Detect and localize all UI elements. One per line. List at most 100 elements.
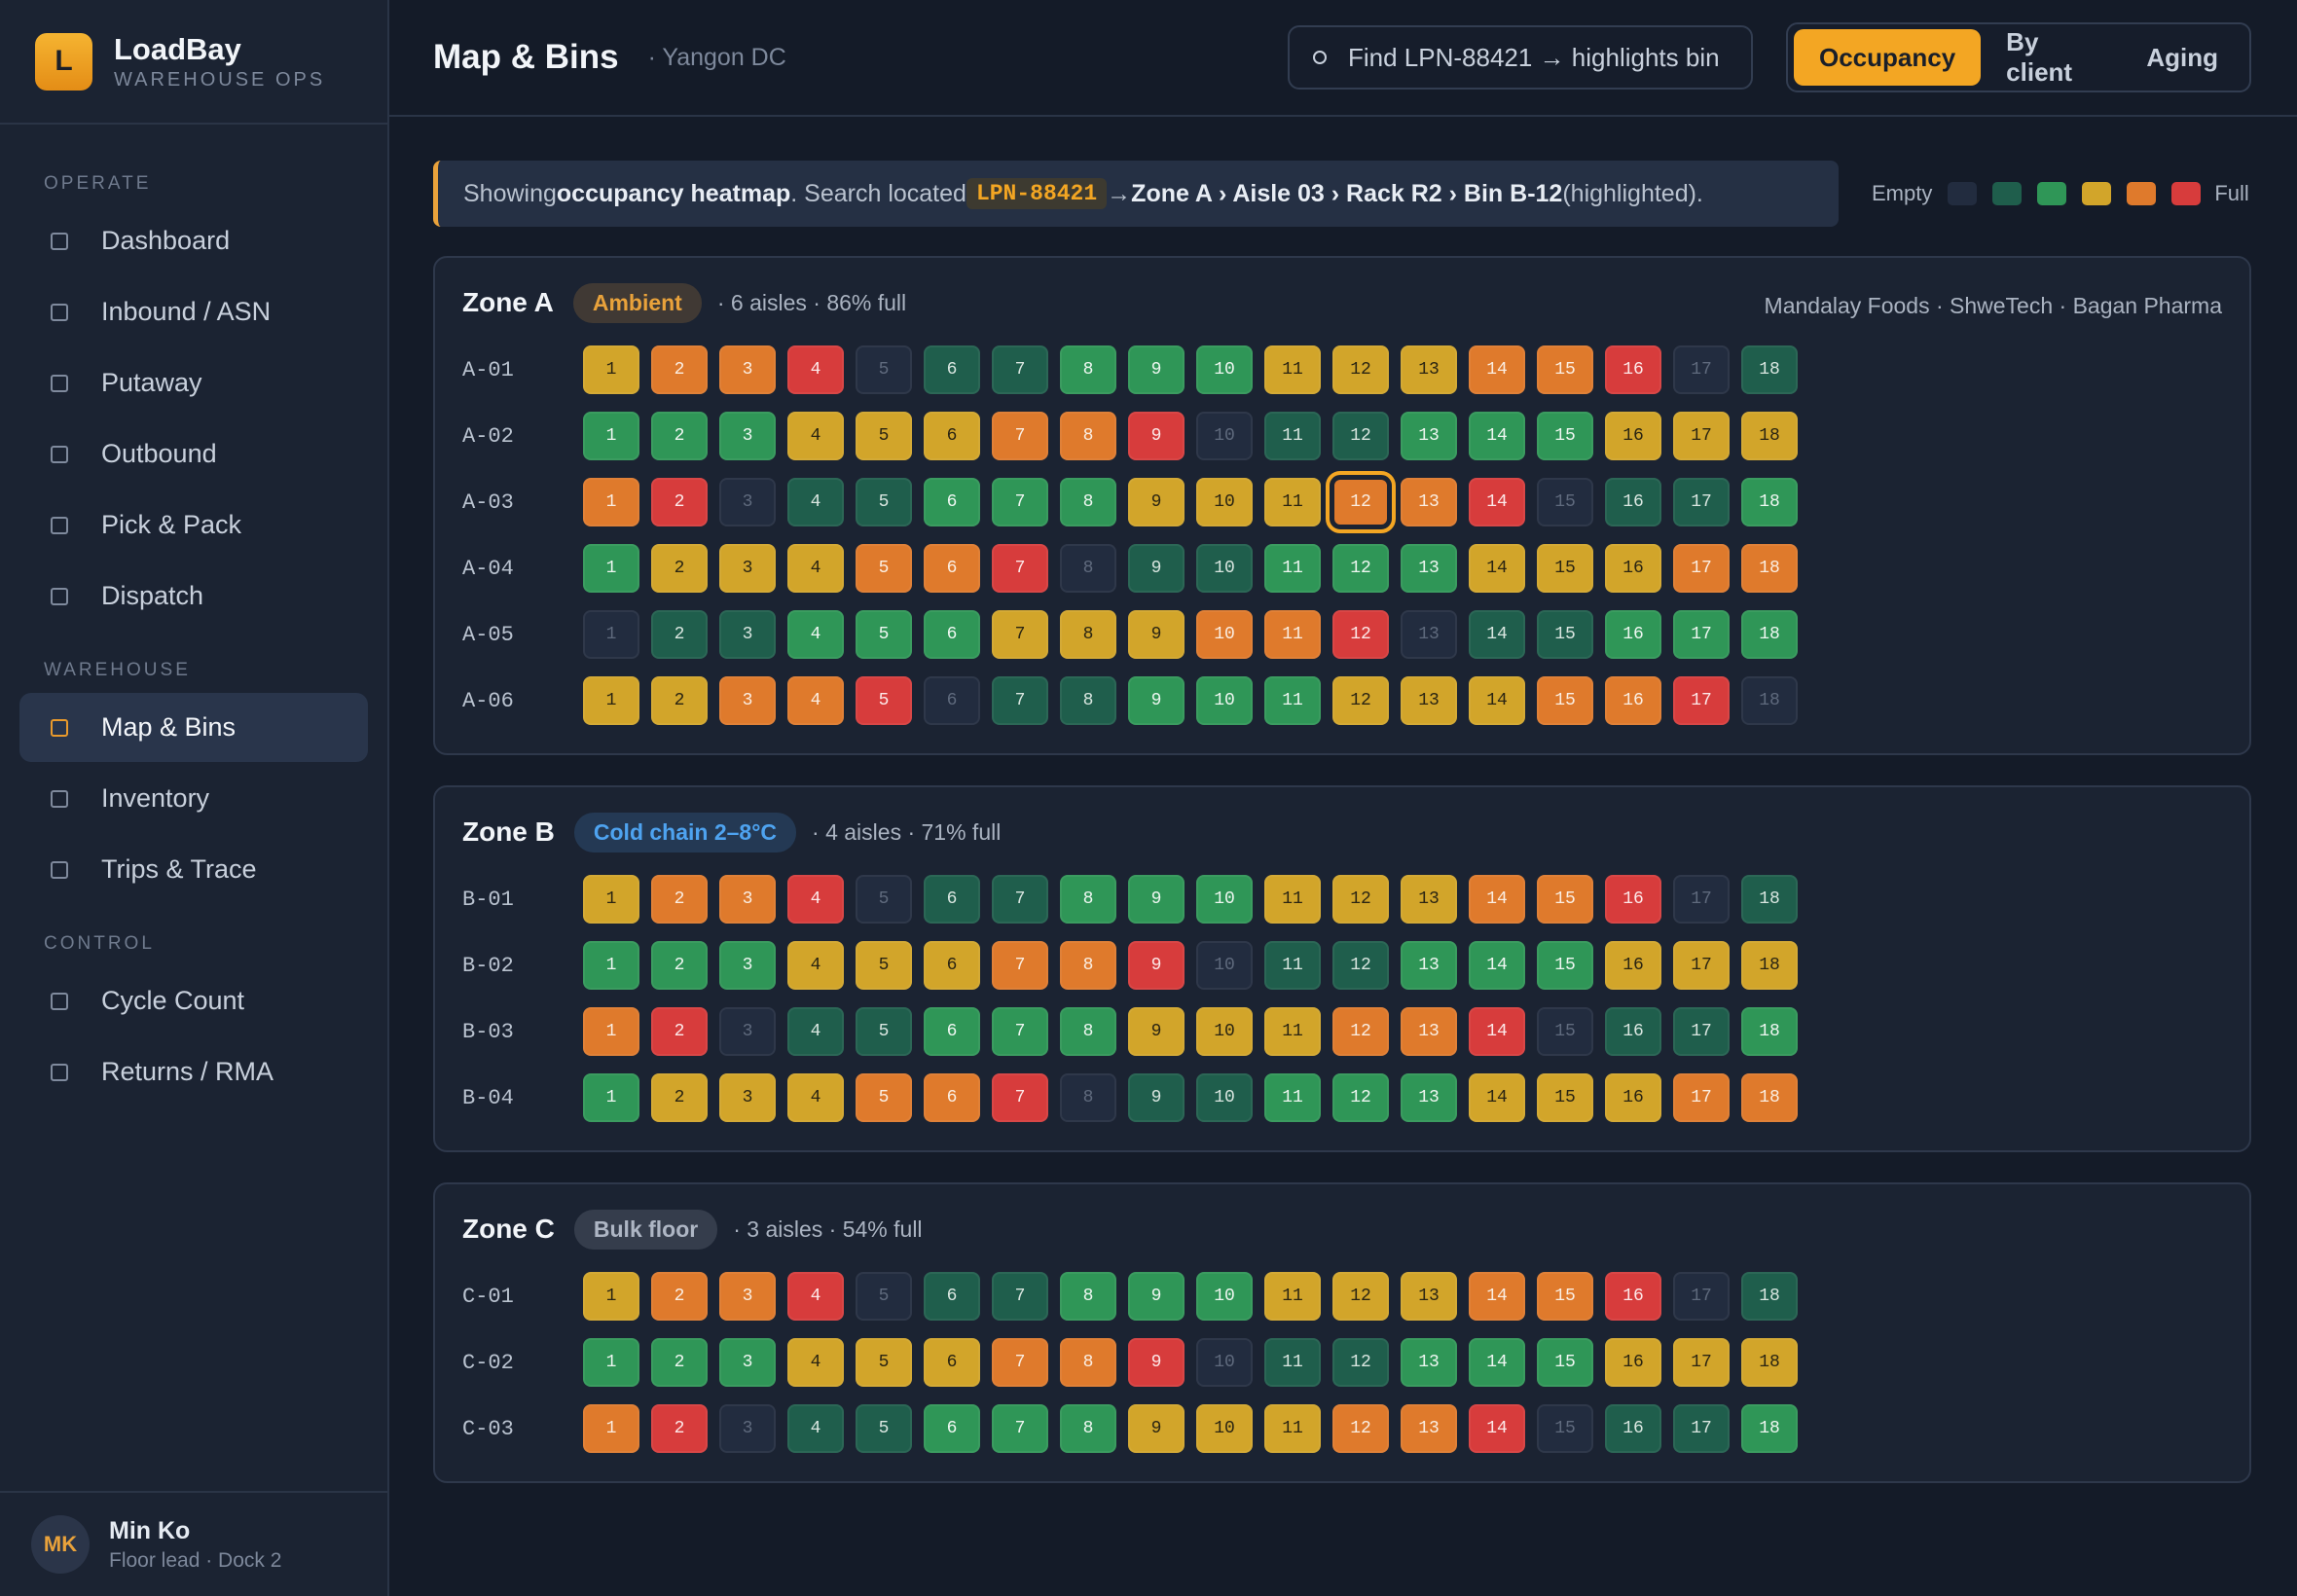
bin[interactable]: 17 [1673,478,1730,526]
bin[interactable]: 14 [1469,478,1525,526]
bin[interactable]: 4 [787,478,844,526]
bin[interactable]: 1 [583,1404,639,1453]
bin[interactable]: 9 [1128,610,1185,659]
bin[interactable]: 4 [787,676,844,725]
bin[interactable]: 15 [1537,875,1593,924]
bin[interactable]: 4 [787,1272,844,1321]
bin[interactable]: 5 [856,412,912,460]
bin[interactable]: 18 [1741,676,1798,725]
bin[interactable]: 9 [1128,1272,1185,1321]
bin[interactable]: 15 [1537,544,1593,593]
bin[interactable]: 8 [1060,412,1116,460]
logo[interactable]: L [35,32,92,91]
bin[interactable]: 10 [1196,345,1253,394]
bin[interactable]: 18 [1741,1073,1798,1122]
bin[interactable]: 7 [992,1272,1048,1321]
bin[interactable]: 7 [992,1338,1048,1387]
bin[interactable]: 7 [992,478,1048,526]
bin[interactable]: 17 [1673,412,1730,460]
nav-item[interactable]: Dashboard [19,206,368,275]
bin[interactable]: 10 [1196,1073,1253,1122]
bin[interactable]: 15 [1537,1272,1593,1321]
bin[interactable]: 3 [719,941,776,990]
bin[interactable]: 15 [1537,941,1593,990]
bin[interactable]: 2 [651,1272,708,1321]
bin[interactable]: 3 [719,544,776,593]
bin[interactable]: 16 [1605,544,1661,593]
bin[interactable]: 9 [1128,412,1185,460]
bin[interactable]: 16 [1605,875,1661,924]
bin[interactable]: 12 [1332,1338,1389,1387]
bin[interactable]: 2 [651,875,708,924]
bin[interactable]: 10 [1196,544,1253,593]
bin[interactable]: 13 [1401,478,1457,526]
bin[interactable]: 5 [856,1272,912,1321]
bin[interactable]: 6 [924,478,980,526]
bin[interactable]: 4 [787,412,844,460]
bin[interactable]: 3 [719,610,776,659]
bin[interactable]: 18 [1741,544,1798,593]
nav-item[interactable]: Pick & Pack [19,490,368,560]
bin[interactable]: 6 [924,1007,980,1056]
bin[interactable]: 3 [719,1007,776,1056]
bin[interactable]: 12 [1332,1073,1389,1122]
bin[interactable]: 9 [1128,941,1185,990]
bin[interactable]: 13 [1401,1073,1457,1122]
bin[interactable]: 15 [1537,478,1593,526]
search[interactable]: Find LPN-88421 → highlights bin [1288,25,1753,90]
bin[interactable]: 18 [1741,345,1798,394]
view-tab[interactable]: Aging [2146,42,2218,72]
bin[interactable]: 12 [1332,1404,1389,1453]
bin[interactable]: 14 [1469,1338,1525,1387]
bin[interactable]: 11 [1264,1007,1321,1056]
nav-item[interactable]: Cycle Count [19,966,368,1035]
bin[interactable]: 13 [1401,345,1457,394]
bin[interactable]: 10 [1196,1338,1253,1387]
bin[interactable]: 17 [1673,676,1730,725]
bin[interactable]: 13 [1401,1338,1457,1387]
bin[interactable]: 12 [1332,412,1389,460]
bin[interactable]: 12 [1332,941,1389,990]
bin[interactable]: 6 [924,345,980,394]
bin[interactable]: 1 [583,610,639,659]
bin[interactable]: 15 [1537,1073,1593,1122]
bin[interactable]: 6 [924,676,980,725]
bin[interactable]: 9 [1128,1073,1185,1122]
bin[interactable]: 9 [1128,1338,1185,1387]
bin[interactable]: 2 [651,610,708,659]
bin[interactable]: 9 [1128,478,1185,526]
bin[interactable]: 6 [924,610,980,659]
bin[interactable]: 11 [1264,412,1321,460]
bin[interactable]: 17 [1673,1338,1730,1387]
bin[interactable]: 14 [1469,345,1525,394]
bin[interactable]: 1 [583,1073,639,1122]
bin[interactable]: 12 [1332,544,1389,593]
bin[interactable]: 2 [651,1073,708,1122]
bin[interactable]: 11 [1264,676,1321,725]
bin[interactable]: 17 [1673,1404,1730,1453]
bin[interactable]: 15 [1537,676,1593,725]
bin[interactable]: 11 [1264,610,1321,659]
bin[interactable]: 14 [1469,941,1525,990]
bin[interactable]: 8 [1060,1272,1116,1321]
bin[interactable]: 18 [1741,1007,1798,1056]
bin[interactable]: 14 [1469,1272,1525,1321]
bin[interactable]: 11 [1264,1073,1321,1122]
bin[interactable]: 9 [1128,1007,1185,1056]
bin[interactable]: 17 [1673,1272,1730,1321]
bin[interactable]: 12 [1332,1007,1389,1056]
bin[interactable]: 9 [1128,544,1185,593]
bin[interactable]: 13 [1401,610,1457,659]
bin[interactable]: 14 [1469,1007,1525,1056]
bin[interactable]: 16 [1605,1073,1661,1122]
bin[interactable]: 5 [856,1007,912,1056]
bin[interactable]: 18 [1741,610,1798,659]
bin[interactable]: 3 [719,478,776,526]
bin[interactable]: 1 [583,1338,639,1387]
bin[interactable]: 11 [1264,1404,1321,1453]
bin[interactable]: 16 [1605,676,1661,725]
bin[interactable]: 3 [719,412,776,460]
bin[interactable]: 4 [787,610,844,659]
bin[interactable]: 8 [1060,941,1116,990]
bin[interactable]: 7 [992,412,1048,460]
